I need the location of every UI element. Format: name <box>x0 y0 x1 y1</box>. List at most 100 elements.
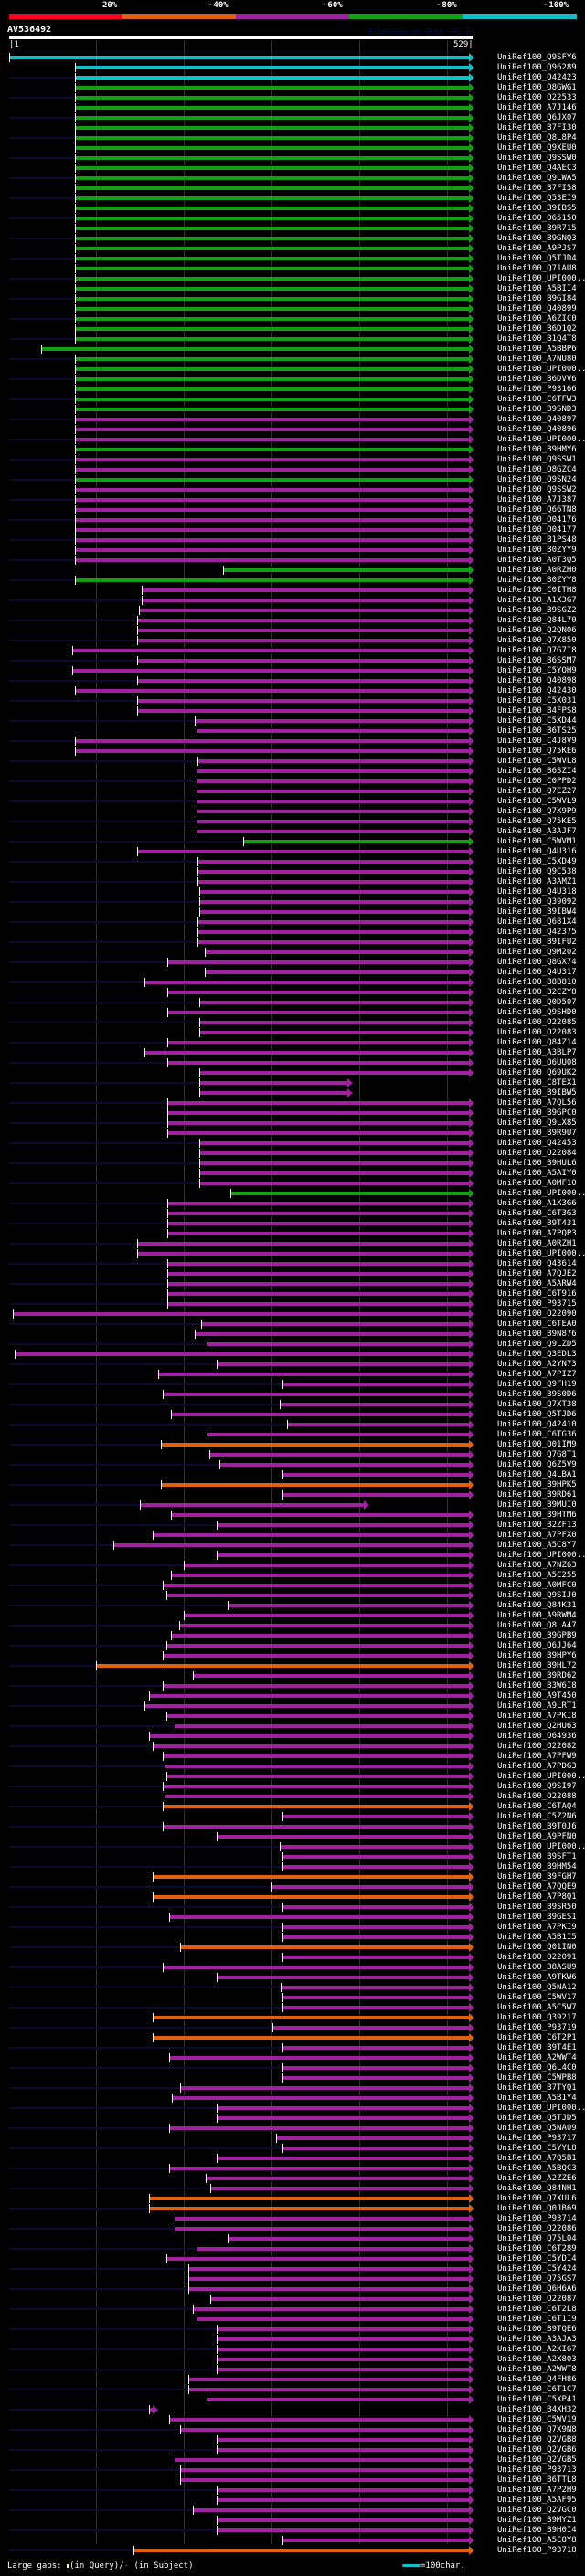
alignment-row[interactable]: UniRef100_C5YYL8 <box>0 2144 585 2154</box>
alignment-row[interactable]: UniRef100_C0ITH8 <box>0 586 585 596</box>
hit-label[interactable]: UniRef100_B7FI30 <box>497 123 577 133</box>
hit-bar[interactable] <box>175 2217 469 2221</box>
alignment-row[interactable]: UniRef100_Q5TJD6 <box>0 1410 585 1420</box>
alignment-row[interactable]: UniRef100_B9IBW4 <box>0 907 585 917</box>
hit-bar[interactable] <box>170 1513 469 1517</box>
hit-label[interactable]: UniRef100_Q84Z14 <box>497 1038 577 1047</box>
hit-bar[interactable] <box>282 2539 469 2542</box>
hit-label[interactable]: UniRef100_C5Z2N6 <box>497 1812 577 1821</box>
alignment-row[interactable]: UniRef100_A7J146 <box>0 103 585 113</box>
alignment-row[interactable]: UniRef100_B9FGH7 <box>0 1872 585 1882</box>
hit-label[interactable]: UniRef100_A1X3G7 <box>497 596 577 605</box>
hit-bar[interactable] <box>199 1182 469 1185</box>
hit-bar[interactable] <box>216 2488 469 2492</box>
hit-bar[interactable] <box>165 1594 469 1597</box>
hit-bar[interactable] <box>137 699 469 703</box>
hit-label[interactable]: UniRef100_A5C255 <box>497 1571 577 1580</box>
hit-label[interactable]: UniRef100_C0PPD2 <box>497 777 577 786</box>
alignment-row[interactable]: UniRef100_UPI000.. <box>0 1772 585 1782</box>
hit-label[interactable]: UniRef100_Q9SN24 <box>497 475 577 484</box>
hit-bar[interactable] <box>163 1805 469 1808</box>
alignment-row[interactable]: UniRef100_Q40899 <box>0 304 585 314</box>
alignment-row[interactable]: UniRef100_Q7EZ27 <box>0 787 585 797</box>
alignment-row[interactable]: UniRef100_B3W6I8 <box>0 1681 585 1691</box>
alignment-row[interactable]: UniRef100_Q2VGC0 <box>0 2506 585 2516</box>
alignment-row[interactable]: UniRef100_Q2HU63 <box>0 1722 585 1732</box>
hit-label[interactable]: UniRef100_Q2VGB5 <box>497 2455 577 2465</box>
hit-label[interactable]: UniRef100_B9IBW5 <box>497 1088 577 1097</box>
hit-label[interactable]: UniRef100_C8TEX1 <box>497 1078 577 1087</box>
alignment-row[interactable]: UniRef100_Q9LZD5 <box>0 1340 585 1350</box>
hit-label[interactable]: UniRef100_O22083 <box>497 1028 577 1037</box>
hit-bar[interactable] <box>216 2106 469 2110</box>
hit-bar[interactable] <box>216 2498 469 2502</box>
alignment-row[interactable]: UniRef100_Q40898 <box>0 676 585 686</box>
hit-bar[interactable] <box>75 418 469 421</box>
hit-bar[interactable] <box>187 2267 469 2271</box>
hit-bar[interactable] <box>75 327 469 331</box>
hit-label[interactable]: UniRef100_A7QL56 <box>497 1098 577 1108</box>
alignment-row[interactable]: UniRef100_B9HM54 <box>0 1862 585 1872</box>
hit-label[interactable]: UniRef100_Q2VGB8 <box>497 2435 577 2444</box>
alignment-row[interactable]: UniRef100_A9PFN0 <box>0 1832 585 1842</box>
alignment-row[interactable]: UniRef100_A0RZH0 <box>0 566 585 576</box>
alignment-row[interactable]: UniRef100_O22090 <box>0 1309 585 1320</box>
hit-bar[interactable] <box>14 1352 469 1356</box>
alignment-row[interactable]: UniRef100_Q42410 <box>0 1420 585 1430</box>
hit-label[interactable]: UniRef100_B6TTL8 <box>497 2475 577 2485</box>
hit-label[interactable]: UniRef100_Q8GZC4 <box>497 465 577 474</box>
alignment-row[interactable]: UniRef100_B9SND3 <box>0 405 585 415</box>
alignment-row[interactable]: UniRef100_C5Z2N6 <box>0 1812 585 1822</box>
alignment-row[interactable]: UniRef100_B9HPY6 <box>0 1651 585 1661</box>
hit-label[interactable]: UniRef100_B9GI84 <box>497 294 577 303</box>
hit-label[interactable]: UniRef100_A7P8Q1 <box>497 1892 577 1902</box>
hit-label[interactable]: UniRef100_A7P2H9 <box>497 2486 577 2495</box>
alignment-row[interactable]: UniRef100_B0ZYY9 <box>0 546 585 556</box>
hit-bar[interactable] <box>153 2036 469 2040</box>
hit-label[interactable]: UniRef100_B4FPS8 <box>497 706 577 716</box>
hit-label[interactable]: UniRef100_A2ZZE6 <box>497 2174 577 2183</box>
alignment-row[interactable]: UniRef100_B9GES1 <box>0 1913 585 1923</box>
alignment-row[interactable]: UniRef100_C4J8V9 <box>0 737 585 747</box>
hit-label[interactable]: UniRef100_A2XI67 <box>497 2345 577 2354</box>
hit-label[interactable]: UniRef100_A7PQP3 <box>497 1229 577 1238</box>
hit-bar[interactable] <box>166 1202 469 1205</box>
hit-label[interactable]: UniRef100_Q0D507 <box>497 998 577 1007</box>
alignment-row[interactable]: UniRef100_Q4AEC3 <box>0 164 585 174</box>
hit-label[interactable]: UniRef100_B9SND3 <box>497 405 577 414</box>
hit-label[interactable]: UniRef100_A5AF95 <box>497 2496 577 2505</box>
alignment-row[interactable]: UniRef100_Q6JJ64 <box>0 1641 585 1651</box>
hit-bar[interactable] <box>75 297 469 301</box>
hit-label[interactable]: UniRef100_Q9LWA5 <box>497 174 577 183</box>
alignment-row[interactable]: UniRef100_A5C255 <box>0 1571 585 1581</box>
hit-bar[interactable] <box>75 518 469 522</box>
hit-label[interactable]: UniRef100_B9RD61 <box>497 1490 577 1500</box>
hit-label[interactable]: UniRef100_C6T2P1 <box>497 2033 577 2042</box>
hit-label[interactable]: UniRef100_B9SFT1 <box>497 1852 577 1861</box>
hit-bar[interactable] <box>75 66 469 69</box>
alignment-row[interactable]: UniRef100_A2ZZE6 <box>0 2174 585 2184</box>
hit-label[interactable]: UniRef100_A9TKW6 <box>497 1973 577 1982</box>
hit-label[interactable]: UniRef100_B6DVV6 <box>497 375 577 384</box>
alignment-row[interactable]: UniRef100_O22086 <box>0 2224 585 2234</box>
alignment-row[interactable]: UniRef100_Q7G8T1 <box>0 1450 585 1460</box>
hit-label[interactable]: UniRef100_A1X3G6 <box>497 1199 577 1208</box>
alignment-row[interactable]: UniRef100_A2WWT4 <box>0 2053 585 2063</box>
hit-bar[interactable] <box>206 2177 469 2180</box>
hit-bar[interactable] <box>75 247 469 250</box>
hit-bar[interactable] <box>75 428 469 431</box>
alignment-row[interactable]: UniRef100_O64936 <box>0 1732 585 1742</box>
alignment-row[interactable]: UniRef100_A7P2H9 <box>0 2486 585 2496</box>
hit-label[interactable]: UniRef100_O04177 <box>497 525 577 535</box>
hit-label[interactable]: UniRef100_C6TEA0 <box>497 1320 577 1329</box>
alignment-row[interactable]: UniRef100_B1Q4T8 <box>0 334 585 345</box>
hit-label[interactable]: UniRef100_A2WWT4 <box>497 2053 577 2062</box>
hit-bar[interactable] <box>164 1765 469 1768</box>
hit-label[interactable]: UniRef100_C6T1I9 <box>497 2315 577 2324</box>
alignment-row[interactable]: UniRef100_Q4U317 <box>0 968 585 978</box>
hit-bar[interactable] <box>282 1956 469 1959</box>
hit-bar[interactable] <box>141 599 469 602</box>
hit-label[interactable]: UniRef100_Q4U316 <box>497 847 577 856</box>
hit-label[interactable]: UniRef100_UPI000.. <box>497 1551 585 1560</box>
alignment-row[interactable]: UniRef100_O22087 <box>0 2295 585 2305</box>
